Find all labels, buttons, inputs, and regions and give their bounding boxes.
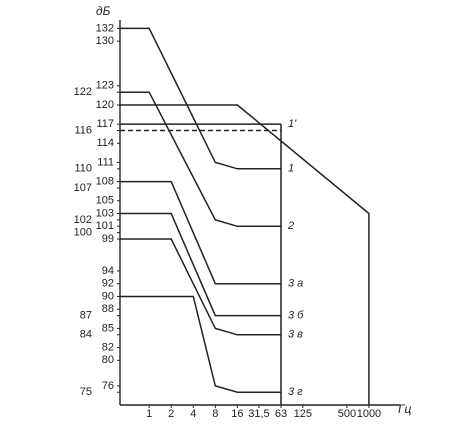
series-label: 1 <box>288 163 294 175</box>
y-tick-label: 132 <box>96 22 114 34</box>
series-label: 1' <box>288 118 297 130</box>
y-tick-label: 114 <box>96 137 114 149</box>
y-tick-label: 90 <box>102 290 114 302</box>
y-tick-label: 88 <box>102 303 114 315</box>
y-tick-label: 92 <box>102 278 114 290</box>
x-tick-label: 8 <box>212 408 218 420</box>
x-tick-label: 63 <box>275 408 287 420</box>
series-line <box>120 238 281 336</box>
series-line <box>120 180 281 285</box>
y-tick-label: 99 <box>102 233 114 245</box>
y-tick-label: 80 <box>102 354 114 366</box>
series-label: 2 <box>287 220 294 232</box>
y-tick-label: 120 <box>96 99 114 111</box>
x-tick-label: 31,5 <box>248 408 269 420</box>
x-tick-label: 500 <box>338 408 356 420</box>
x-tick-label: 125 <box>294 408 312 420</box>
y-tick-label: 85 <box>102 322 114 334</box>
x-tick-label: 4 <box>190 408 196 420</box>
x-tick-label: 16 <box>231 408 243 420</box>
y-tick-label: 130 <box>96 35 114 47</box>
series-line <box>120 91 281 228</box>
series-label: 3 г <box>288 386 303 398</box>
y-tick-label: 84 <box>80 329 92 341</box>
series-line <box>120 295 281 393</box>
y-tick-label: 116 <box>74 124 92 136</box>
y-axis-label: дБ <box>96 4 111 18</box>
series-line <box>120 104 370 405</box>
y-tick-label: 110 <box>74 163 92 175</box>
x-axis-label: Гц <box>398 402 412 416</box>
y-tick-label: 123 <box>96 80 114 92</box>
x-tick-label: 1000 <box>357 408 381 420</box>
y-tick-label: 111 <box>97 156 114 168</box>
series-line <box>120 212 281 317</box>
x-tick-label: 1 <box>146 408 152 420</box>
y-tick-label: 105 <box>96 195 114 207</box>
series-label: 3 а <box>288 278 303 290</box>
y-tick-label: 76 <box>102 380 114 392</box>
y-tick-label: 107 <box>74 182 92 194</box>
series-label: 3 в <box>288 329 303 341</box>
y-tick-label: 122 <box>74 86 92 98</box>
y-tick-label: 117 <box>96 118 114 130</box>
series-label: 3 б <box>288 310 304 322</box>
y-tick-label: 87 <box>80 310 92 322</box>
y-tick-label: 75 <box>80 386 92 398</box>
y-tick-label: 100 <box>74 227 92 239</box>
series-line <box>120 27 281 170</box>
x-tick-label: 2 <box>168 408 174 420</box>
y-tick-label: 82 <box>102 341 114 353</box>
y-tick-label: 108 <box>96 175 114 187</box>
y-tick-label: 94 <box>102 265 114 277</box>
y-tick-label: 101 <box>96 220 114 232</box>
y-tick-label: 103 <box>96 207 114 219</box>
y-tick-label: 102 <box>74 214 92 226</box>
